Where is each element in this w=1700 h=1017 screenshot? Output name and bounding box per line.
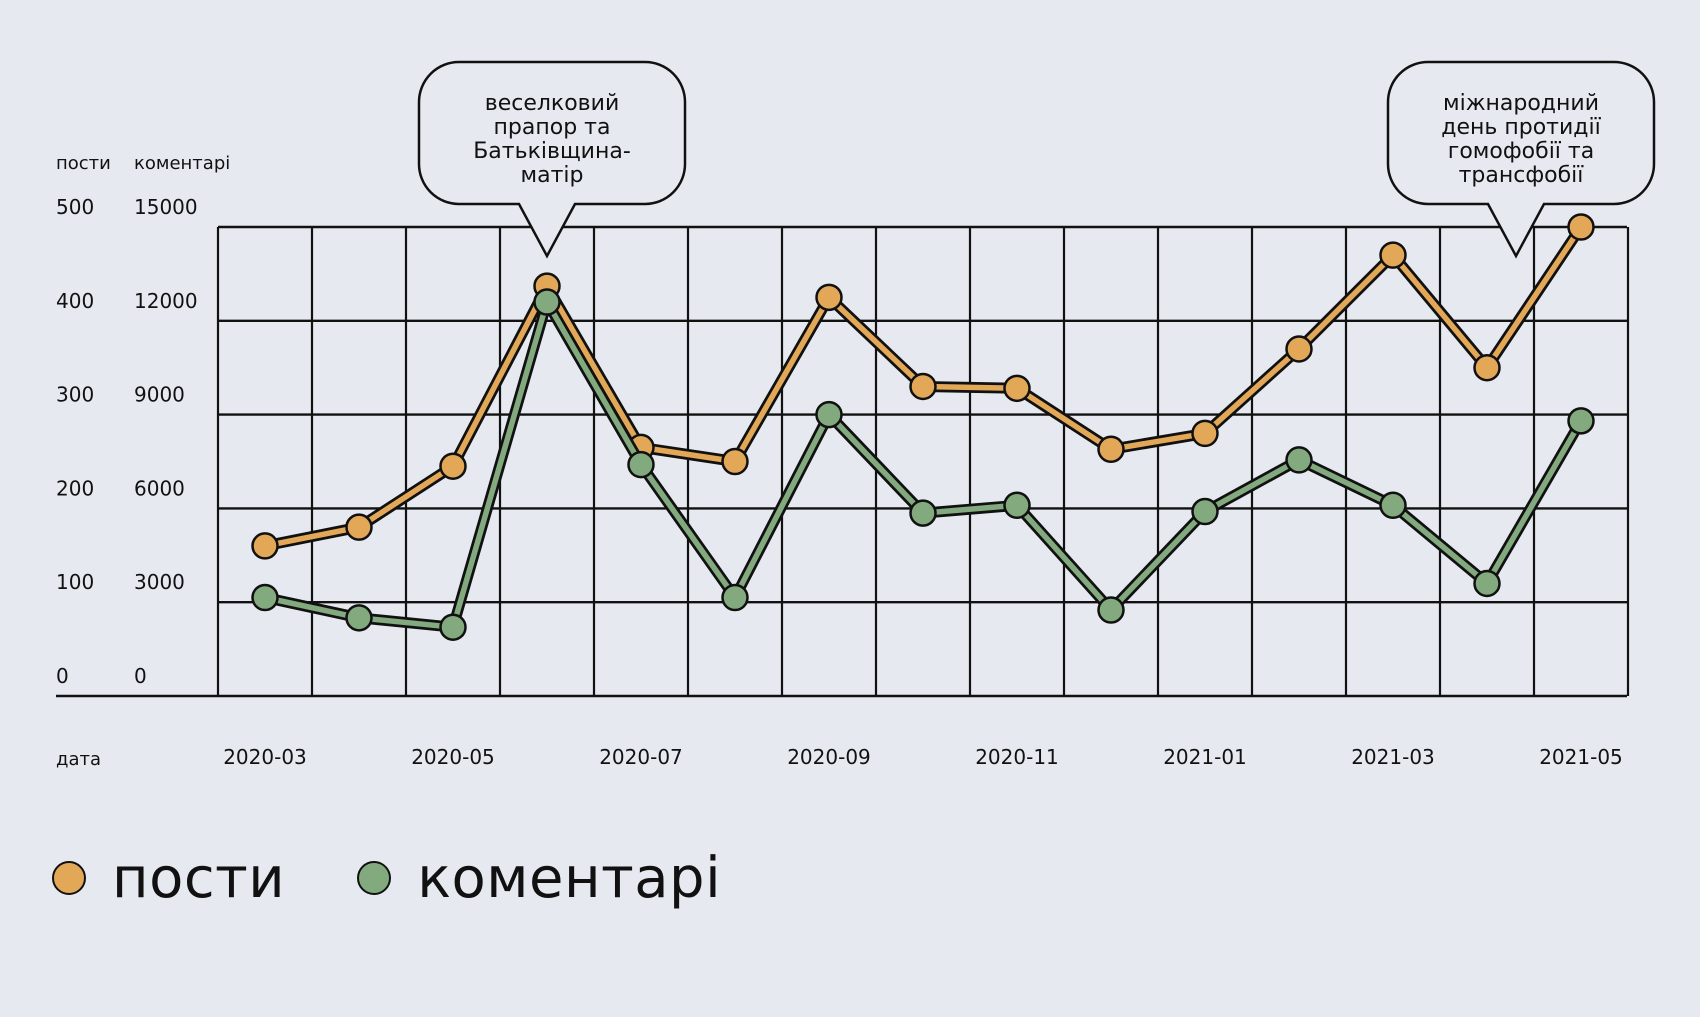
left-axis-header: пости bbox=[56, 153, 111, 174]
series-layer bbox=[251, 213, 1595, 641]
x-tick-label: 2020-07 bbox=[599, 745, 683, 769]
data-point bbox=[345, 604, 373, 632]
callout-text-line: день протидії bbox=[1441, 115, 1601, 140]
data-point bbox=[1191, 419, 1219, 448]
data-point bbox=[1379, 491, 1407, 520]
x-tick-label: 2021-01 bbox=[1163, 745, 1247, 769]
data-point bbox=[1097, 435, 1125, 464]
legend-label-comments: коментарі bbox=[417, 845, 722, 911]
y-tick-right: 12000 bbox=[134, 289, 198, 313]
data-point bbox=[1003, 374, 1031, 403]
series-comments bbox=[251, 288, 1595, 641]
callout-text-line: міжнародний bbox=[1443, 91, 1599, 116]
x-axis-header: дата bbox=[56, 749, 101, 770]
x-tick-label: 2020-09 bbox=[787, 745, 871, 769]
y-tick-right: 0 bbox=[134, 664, 147, 688]
data-point bbox=[533, 288, 561, 316]
legend-label-posts: пости bbox=[112, 845, 286, 911]
y-tick-right: 15000 bbox=[134, 195, 198, 219]
x-tick-label: 2020-05 bbox=[411, 745, 495, 769]
y-tick-right: 9000 bbox=[134, 383, 185, 407]
data-point bbox=[721, 583, 749, 612]
data-point bbox=[1003, 491, 1031, 520]
data-point bbox=[1379, 241, 1407, 269]
x-tick-label: 2021-05 bbox=[1539, 745, 1623, 769]
data-point bbox=[1285, 446, 1313, 474]
y-tick-right: 6000 bbox=[134, 476, 185, 500]
callout-text-line: веселковий bbox=[485, 91, 620, 116]
data-point bbox=[251, 583, 279, 612]
tick-labels: пости коментарі дата 0 100 200 300 400 500 0 3000 6… bbox=[56, 153, 1623, 770]
y-tick-left: 500 bbox=[56, 195, 94, 219]
data-point bbox=[1567, 213, 1595, 241]
callout-text-line: трансфобії bbox=[1459, 163, 1585, 188]
legend-swatch-posts bbox=[52, 861, 86, 895]
legend-item-comments: коментарі bbox=[357, 846, 721, 911]
data-point bbox=[1473, 353, 1501, 382]
y-tick-left: 300 bbox=[56, 383, 94, 407]
data-point bbox=[721, 447, 749, 476]
y-tick-left: 400 bbox=[56, 289, 94, 313]
data-point bbox=[251, 532, 279, 560]
data-point bbox=[1567, 407, 1595, 435]
data-point bbox=[909, 499, 937, 527]
x-tick-label: 2021-03 bbox=[1351, 745, 1435, 769]
data-point bbox=[1473, 569, 1501, 598]
series-posts bbox=[251, 213, 1595, 560]
y-tick-right: 3000 bbox=[134, 570, 185, 594]
data-point bbox=[345, 513, 373, 541]
data-point bbox=[439, 452, 467, 480]
callout-text-line: Батьківщина- bbox=[473, 139, 631, 164]
legend: пости коментарі bbox=[52, 838, 793, 918]
data-point bbox=[815, 283, 843, 312]
x-tick-label: 2020-03 bbox=[223, 745, 307, 769]
data-point bbox=[1191, 497, 1219, 526]
legend-swatch-comments bbox=[357, 861, 392, 895]
callout-bubble bbox=[1386, 60, 1656, 259]
right-axis-header: коментарі bbox=[134, 153, 230, 174]
data-point bbox=[627, 450, 655, 479]
data-point bbox=[1097, 596, 1125, 624]
y-tick-left: 200 bbox=[56, 476, 94, 500]
callout-text-line: гомофобії та bbox=[1448, 139, 1594, 164]
y-tick-left: 100 bbox=[56, 570, 94, 594]
callout-bubble bbox=[417, 60, 687, 259]
data-point bbox=[909, 372, 937, 401]
data-point bbox=[1285, 335, 1313, 363]
x-tick-label: 2020-11 bbox=[975, 745, 1059, 769]
data-point bbox=[439, 613, 467, 641]
callout-text-line: прапор та bbox=[494, 115, 611, 140]
legend-item-posts: пости bbox=[52, 846, 285, 911]
callout-text-line: матір bbox=[521, 163, 584, 188]
data-point bbox=[815, 400, 843, 429]
y-tick-left: 0 bbox=[56, 664, 69, 688]
